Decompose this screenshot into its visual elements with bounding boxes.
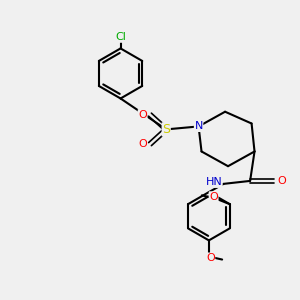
- Text: HN: HN: [206, 177, 222, 188]
- Text: O: O: [138, 110, 147, 120]
- Text: O: O: [206, 253, 215, 263]
- Text: S: S: [162, 123, 170, 136]
- Text: O: O: [209, 192, 218, 202]
- Text: O: O: [138, 139, 147, 149]
- Text: N: N: [194, 122, 203, 131]
- Text: Cl: Cl: [115, 32, 126, 42]
- Text: O: O: [278, 176, 286, 186]
